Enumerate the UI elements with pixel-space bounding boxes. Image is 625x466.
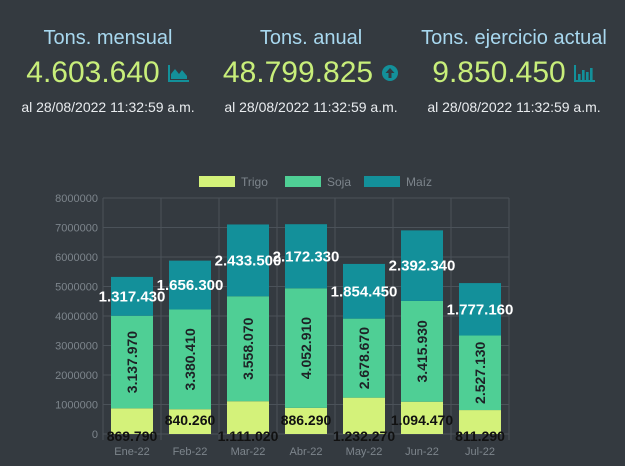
data-label: 2.433.500 [215, 252, 282, 269]
bar-segment [459, 335, 501, 411]
y-tick-label: 4000000 [55, 311, 98, 323]
data-label: 811.290 [455, 428, 505, 444]
legend-label: Soja [327, 175, 351, 189]
bar-segment [111, 408, 153, 434]
legend-swatch [364, 176, 400, 187]
bar-segment [401, 401, 443, 434]
bar-segment [459, 410, 501, 434]
bar-segment [343, 318, 385, 398]
bar-segment [285, 288, 327, 408]
y-tick-label: 8000000 [55, 193, 98, 205]
y-tick-label: 6000000 [55, 252, 98, 264]
data-label: 3.137.970 [124, 331, 140, 393]
kpi-monthly: Tons. mensual 4.603.640 al 28/08/2022 11… [8, 26, 208, 116]
data-label: 2.527.130 [472, 341, 488, 403]
data-label: 3.415.930 [414, 320, 430, 382]
y-tick-label: 7000000 [55, 223, 98, 235]
bar-segment [343, 397, 385, 434]
data-label: 1.111.020 [218, 428, 279, 444]
data-label: 1.232.270 [333, 428, 395, 444]
bar-segment [227, 296, 269, 402]
data-label: 869.790 [107, 428, 158, 444]
kpi-annual: Tons. anual 48.799.825 al 28/08/2022 11:… [211, 26, 411, 116]
y-tick-label: 2000000 [55, 370, 98, 382]
arrow-circle-up-icon [381, 64, 399, 82]
x-tick-label: Ene-22 [114, 446, 149, 458]
bar-segment [285, 407, 327, 434]
kpi-fiscal-year-title: Tons. ejercicio actual [421, 27, 607, 49]
data-label: 1.317.430 [99, 288, 166, 305]
kpi-monthly-date: al 28/08/2022 11:32:59 a.m. [21, 99, 195, 115]
bar-segment [459, 283, 501, 336]
x-tick-label: Abr-22 [289, 446, 322, 458]
area-chart-icon [167, 64, 190, 82]
bar-segment [227, 224, 269, 297]
bar-segment [343, 263, 385, 319]
legend-swatch [285, 176, 321, 187]
bar-chart-icon [573, 64, 596, 82]
bar-segment [111, 276, 153, 316]
data-label: 3.380.410 [182, 328, 198, 390]
x-tick-label: May-22 [346, 446, 383, 458]
kpi-fiscal-year-value: 9.850.450 [432, 56, 566, 89]
x-tick-label: Feb-22 [173, 446, 208, 458]
bar-segment [169, 309, 211, 410]
data-label: 886.290 [281, 412, 332, 428]
kpi-fiscal-year-date: al 28/08/2022 11:32:59 a.m. [427, 99, 601, 115]
bar-segment [169, 409, 211, 434]
stacked-bar-chart: 0 1000000 2000000 3000000 4000000 5000000 6000… [55, 175, 514, 458]
kpi-monthly-value: 4.603.640 [26, 56, 160, 89]
x-tick-label: Jun-22 [405, 446, 439, 458]
y-tick-label: 1000000 [55, 400, 98, 412]
y-tick-label: 3000000 [55, 341, 98, 353]
data-label: 1.094.470 [391, 412, 453, 428]
kpi-annual-title: Tons. anual [259, 27, 363, 49]
bar-segment [401, 300, 443, 402]
legend-swatch [199, 176, 235, 187]
data-label: 2.678.670 [356, 327, 372, 389]
x-tick-label: Jul-22 [465, 446, 495, 458]
kpi-monthly-title: Tons. mensual [43, 27, 173, 49]
kpi-fiscal-year: Tons. ejercicio actual 9.850.450 al 28/0… [414, 26, 614, 116]
data-label: 1.656.300 [157, 277, 224, 294]
kpi-annual-date: al 28/08/2022 11:32:59 a.m. [224, 99, 398, 115]
bar-segment [111, 315, 153, 409]
y-tick-label: 0 [92, 429, 98, 441]
legend-label: Maíz [406, 175, 432, 189]
data-label: 3.558.070 [240, 317, 256, 379]
bar-segment [227, 401, 269, 434]
bar-segment [285, 224, 327, 289]
bar-segment [169, 260, 211, 310]
data-label: 1.777.160 [447, 301, 514, 318]
data-label: 2.172.330 [273, 248, 340, 265]
x-tick-label: Mar-22 [231, 446, 266, 458]
kpi-annual-value: 48.799.825 [222, 56, 374, 89]
data-label: 4.052.910 [298, 317, 314, 379]
y-tick-label: 5000000 [55, 282, 98, 294]
legend-label: Trigo [241, 175, 268, 189]
data-label: 840.260 [165, 412, 216, 428]
bar-segment [401, 230, 443, 301]
data-label: 1.854.450 [331, 283, 398, 300]
data-label: 2.392.340 [389, 258, 456, 275]
